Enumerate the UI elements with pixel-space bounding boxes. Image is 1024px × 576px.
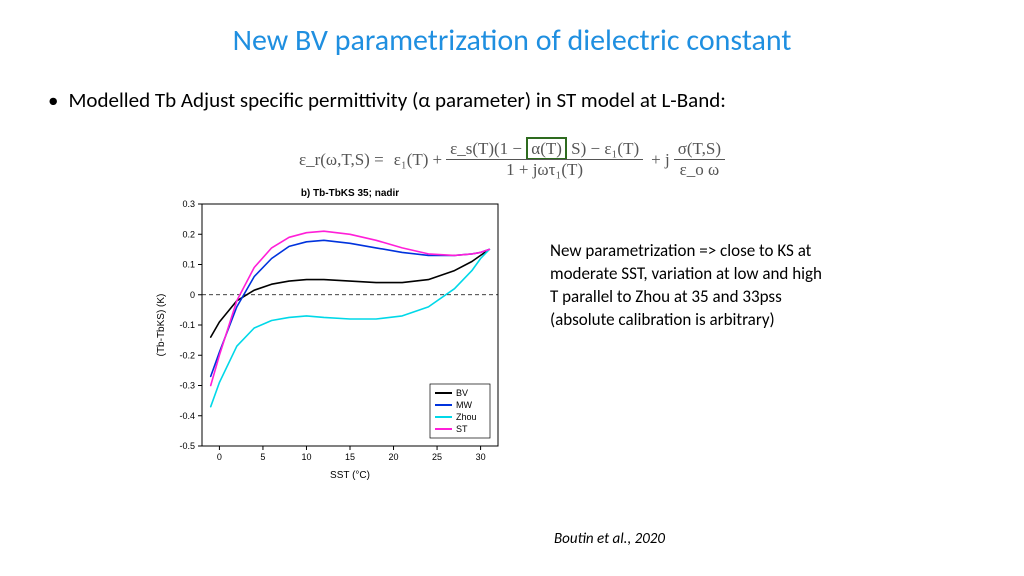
eq-alpha-box: α(T) [526,137,567,160]
svg-text:15: 15 [345,452,355,462]
svg-text:-0.1: -0.1 [179,320,195,330]
eq-num-a: ε_s(T)(1 − [450,139,522,158]
eq-frac2: σ(T,S) ε_o ω [674,139,725,180]
eq-den2: ε_o ω [676,160,724,180]
eq-num2: σ(T,S) [674,139,725,159]
svg-text:BV: BV [456,388,468,398]
bullet-dot: • [48,87,58,113]
citation: Boutin et al., 2020 [554,530,665,548]
eq-lhs: ε_r(ω,T,S) = [299,150,384,170]
svg-text:-0.3: -0.3 [179,381,195,391]
page-title: New BV parametrization of dielectric con… [0,0,1024,59]
eq-plus1: + [432,150,442,170]
chart-container: 0 5 10 15 20 25 30 -0.5 -0.4 -0.3 -0.2 -0.1 0 0.1 0.2 0… [150,184,510,484]
bullet-text: Modelled Tb Adjust specific permittivity… [68,87,725,113]
bullet-item: • Modelled Tb Adjust specific permittivi… [0,59,1024,113]
svg-text:5: 5 [260,452,265,462]
eq-plus2: + j [651,150,670,170]
eq-frac1: ε_s(T)(1 − α(T) S) − ε₁(T) 1 + jωτ₁(T) [446,139,643,180]
svg-text:(Tb-TbKS) (K): (Tb-TbKS) (K) [156,294,167,357]
side-annotation: New parametrization => close to KS at mo… [550,184,830,484]
svg-text:0.2: 0.2 [182,229,195,239]
line-chart: 0 5 10 15 20 25 30 -0.5 -0.4 -0.3 -0.2 -0.1 0 0.1 0.2 0… [150,184,510,484]
svg-text:-0.5: -0.5 [179,441,195,451]
svg-text:30: 30 [476,452,486,462]
eq-den1: 1 + jωτ₁(T) [502,160,587,180]
eq-num-b: S) − ε₁(T) [571,139,639,158]
svg-text:-0.2: -0.2 [179,350,195,360]
eq-t1: ε₁(T) [394,150,429,170]
equation: ε_r(ω,T,S) = ε₁(T) + ε_s(T)(1 − α(T) S) … [0,113,1024,180]
svg-text:0: 0 [190,290,195,300]
svg-text:0.3: 0.3 [182,199,195,209]
svg-text:SST (°C): SST (°C) [330,470,370,481]
svg-text:20: 20 [389,452,399,462]
svg-text:0.1: 0.1 [182,260,195,270]
svg-text:Zhou: Zhou [456,412,477,422]
svg-text:ST: ST [456,424,468,434]
svg-text:25: 25 [432,452,442,462]
svg-text:MW: MW [456,400,472,410]
svg-text:b) Tb-TbKS 35; nadir: b) Tb-TbKS 35; nadir [301,188,399,199]
svg-text:10: 10 [301,452,311,462]
svg-text:0: 0 [217,452,222,462]
svg-text:-0.4: -0.4 [179,411,195,421]
